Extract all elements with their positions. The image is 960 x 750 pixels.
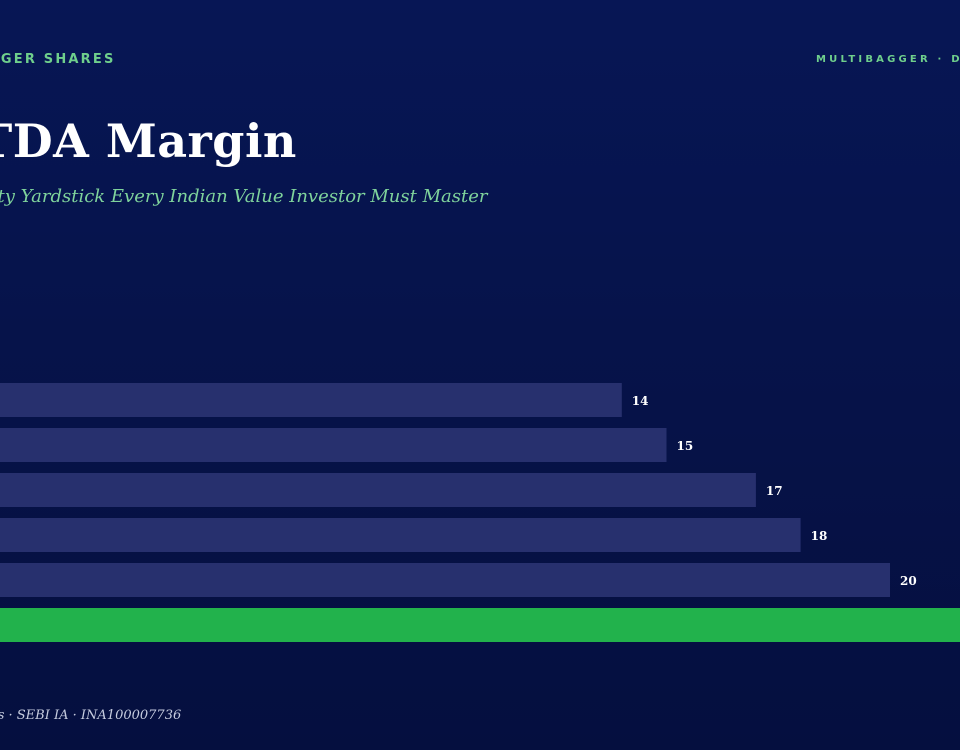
bar-4 xyxy=(0,563,890,597)
bar-3 xyxy=(0,518,801,552)
bar-highlight xyxy=(0,608,960,642)
kicker-left: GGER SHARES xyxy=(0,52,116,67)
bar-value-label: 15 xyxy=(677,439,694,453)
page-subtitle: lity Yardstick Every Indian Value Invest… xyxy=(0,186,488,207)
page-title: TDA Margin xyxy=(0,114,297,168)
bar-value-label: 17 xyxy=(766,484,783,498)
bar-0 xyxy=(0,383,622,417)
bar-value-label: 18 xyxy=(811,529,828,543)
bar-value-label: 14 xyxy=(632,394,649,408)
bar-value-label: 20 xyxy=(900,574,917,588)
kicker-right: MULTIBAGGER · D xyxy=(816,54,960,65)
bar-2 xyxy=(0,473,756,507)
footer-note: es · SEBI IA · INA100007736 xyxy=(0,708,182,723)
bar-1 xyxy=(0,428,667,462)
